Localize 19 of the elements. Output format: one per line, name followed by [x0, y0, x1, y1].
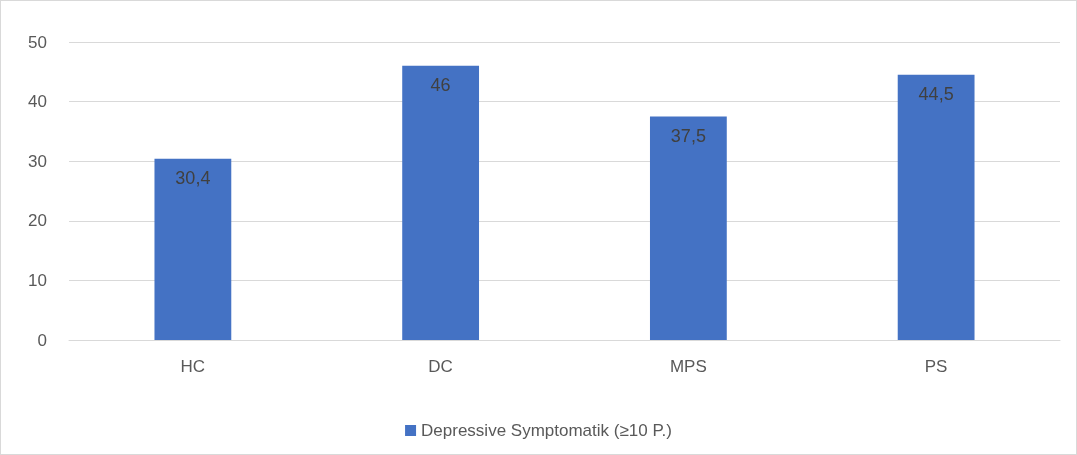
x-tick-label: PS: [924, 357, 948, 376]
bar: [402, 65, 480, 340]
y-tick-label: 40: [28, 92, 47, 112]
y-tick-label: 0: [37, 330, 47, 350]
y-tick-label: 50: [28, 32, 47, 52]
data-label: 37,5: [670, 125, 706, 146]
x-tick-label: HC: [180, 357, 206, 376]
data-label: 46: [430, 74, 451, 95]
legend-label: Depressive Symptomatik (≥10 P.): [421, 421, 672, 440]
x-tick-label: DC: [428, 357, 453, 376]
x-tick-label: MPS: [669, 357, 707, 376]
y-tick-label: 10: [28, 270, 47, 290]
bar: [154, 158, 232, 340]
y-tick-label: 30: [28, 151, 47, 171]
data-label: 30,4: [175, 167, 211, 188]
data-label: 44,5: [918, 83, 954, 104]
bar: [897, 74, 975, 340]
y-tick-label: 20: [28, 211, 47, 231]
bar: [649, 116, 727, 340]
